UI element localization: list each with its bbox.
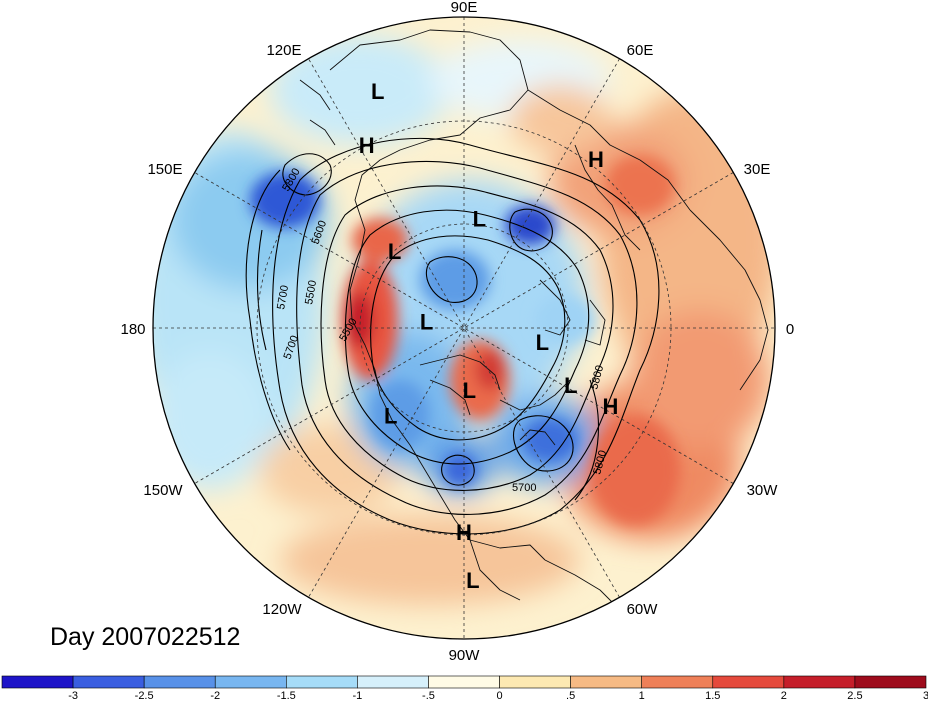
lon-label-30e: 30E [744, 161, 771, 178]
contour-label: 5700 [512, 482, 536, 494]
colorbar-swatch [641, 675, 714, 689]
map-title: Day 2007022512 [50, 623, 240, 651]
temperature-anomaly-field [153, 17, 775, 639]
lon-label-90w: 90W [449, 647, 481, 664]
lon-label-180: 180 [120, 321, 145, 338]
lon-label-30w: 30W [747, 482, 779, 499]
lon-label-120w: 120W [262, 601, 302, 618]
map-boundary [152, 16, 776, 640]
low-pressure-marker: L [473, 207, 486, 232]
high-pressure-marker: H [603, 394, 619, 419]
graticule [153, 17, 775, 639]
colorbar-swatch [72, 675, 145, 689]
contour-label: 5500 [303, 279, 319, 305]
lon-label-150e: 150E [147, 161, 182, 178]
colorbar-tick-label: 3 [923, 690, 928, 702]
lon-label-120e: 120E [266, 42, 301, 59]
colorbar-tick-label: -.5 [422, 690, 435, 702]
high-pressure-marker: H [359, 133, 375, 158]
colorbar-tick-label: 0 [496, 690, 502, 702]
lon-label-150w: 150W [143, 482, 183, 499]
low-pressure-marker: L [420, 309, 433, 334]
low-pressure-marker: L [564, 373, 577, 398]
longitude-labels: 90E 60E 30E 0 30W 60W 90W 120W 150W 180 … [120, 0, 794, 664]
low-pressure-marker: L [536, 330, 549, 355]
colorbar-tick-label: 2 [781, 690, 787, 702]
colorbar-swatch [428, 675, 500, 689]
colorbar-swatch [712, 675, 785, 689]
lon-label-90e: 90E [451, 0, 478, 16]
low-pressure-marker: L [463, 378, 476, 403]
contour-label: 5700 [275, 284, 291, 310]
colorbar-tick-label: -2.5 [135, 690, 154, 702]
colorbar-tick-label: -2 [210, 690, 220, 702]
colorbar-swatch [357, 675, 429, 689]
low-pressure-marker: L [388, 239, 401, 264]
colorbar-swatch [499, 675, 571, 689]
low-pressure-marker: L [466, 568, 479, 593]
colorbar-swatch [570, 675, 642, 689]
low-pressure-marker: L [384, 403, 397, 428]
colorbar-tick-label: -1 [352, 690, 362, 702]
colorbar-tick-label: 1.5 [705, 690, 720, 702]
colorbar-swatch [1, 675, 74, 689]
lon-label-60w: 60W [627, 601, 659, 618]
high-pressure-marker: H [456, 520, 472, 545]
low-pressure-marker: L [371, 79, 384, 104]
coastlines [299, 29, 769, 611]
height-contours [245, 137, 660, 535]
lon-label-60e: 60E [627, 42, 654, 59]
colorbar-swatch [286, 675, 358, 689]
colorbar-tick-label: 1 [639, 690, 645, 702]
lon-label-0: 0 [786, 321, 794, 338]
colorbar-tick-label: .5 [566, 690, 575, 702]
colorbar: -3 -2.5 -2 -1.5 -1 -.5 0 .5 1 1.5 2 2.5 3 [1, 675, 928, 702]
colorbar-swatch [854, 675, 927, 689]
colorbar-tick-label: -1.5 [277, 690, 296, 702]
colorbar-tick-label: -3 [68, 690, 78, 702]
high-pressure-marker: H [588, 147, 604, 172]
colorbar-swatch [143, 675, 216, 689]
colorbar-tick-label: 2.5 [847, 690, 862, 702]
colorbar-swatch [783, 675, 856, 689]
colorbar-swatch [214, 675, 287, 689]
